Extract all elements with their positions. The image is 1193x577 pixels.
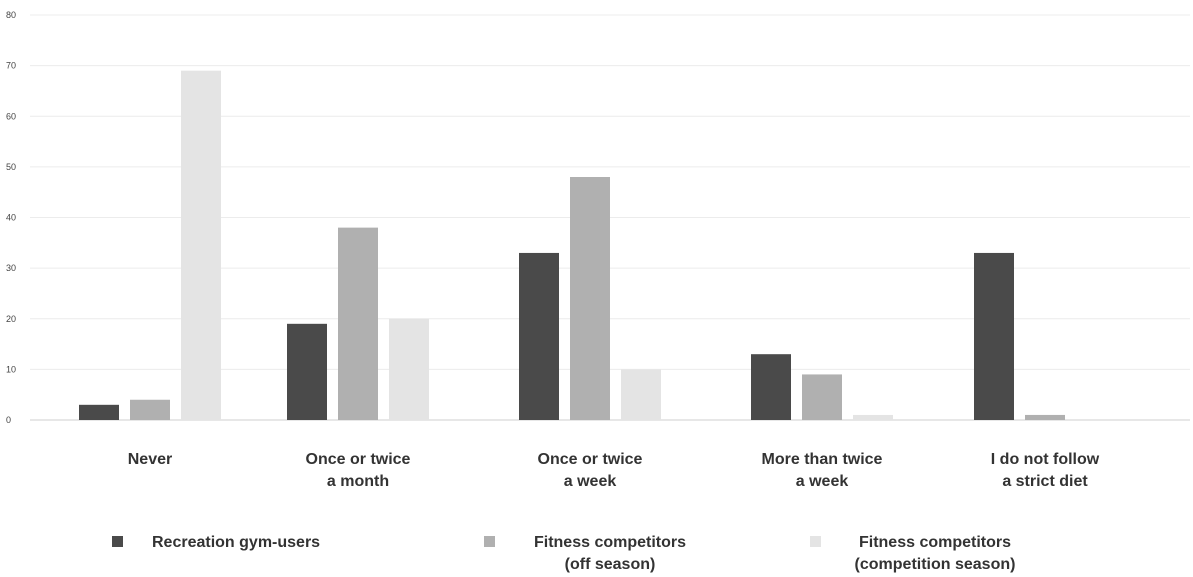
bar-series-1-0 [79,404,119,420]
legend-label: Recreation gym-users [152,534,320,551]
bar-series-1-3 [751,354,791,420]
x-category-label: a week [796,473,849,490]
x-category-label: I do not follow [991,451,1100,468]
bars [79,70,1065,420]
y-tick-label: 20 [6,314,16,324]
y-axis-ticks: 0 10 20 30 40 50 60 70 80 [6,10,16,425]
y-tick-label: 70 [6,61,16,71]
y-tick-label: 60 [6,111,16,121]
bar-series-2-1 [338,227,378,420]
bar-series-3-3 [853,414,893,420]
bar-series-3-0 [181,70,221,420]
x-axis-labels: Never Once or twice a month Once or twice a … [128,451,1100,490]
x-category-label: a strict diet [1002,473,1088,490]
y-tick-label: 30 [6,263,16,273]
x-category-label: Once or twice [538,451,643,468]
legend-label: (off season) [565,556,656,573]
bar-series-1-4 [974,252,1014,420]
bar-series-2-2 [570,177,610,420]
legend-label: (competition season) [855,556,1016,573]
bar-series-2-4 [1025,414,1065,420]
bar-series-3-2 [621,369,661,420]
legend-label: Fitness competitors [859,534,1011,551]
bar-series-1-2 [519,252,559,420]
legend-swatch-2 [484,536,495,547]
legend: Recreation gym-users Fitness competitors (… [112,534,1015,573]
bar-series-2-0 [130,399,170,420]
y-tick-label: 40 [6,213,16,223]
legend-label: Fitness competitors [534,534,686,551]
x-category-label: a week [564,473,617,490]
x-category-label: Once or twice [306,451,411,468]
x-category-label: More than twice [762,451,883,468]
legend-swatch-3 [810,536,821,547]
y-tick-label: 10 [6,364,16,374]
x-category-label: Never [128,451,172,468]
bar-series-1-1 [287,323,327,420]
bar-series-2-3 [802,374,842,420]
bar-series-3-1 [389,318,429,420]
y-tick-label: 50 [6,162,16,172]
x-category-label: a month [327,473,389,490]
legend-swatch-1 [112,536,123,547]
y-tick-label: 0 [6,415,11,425]
y-tick-label: 80 [6,10,16,20]
